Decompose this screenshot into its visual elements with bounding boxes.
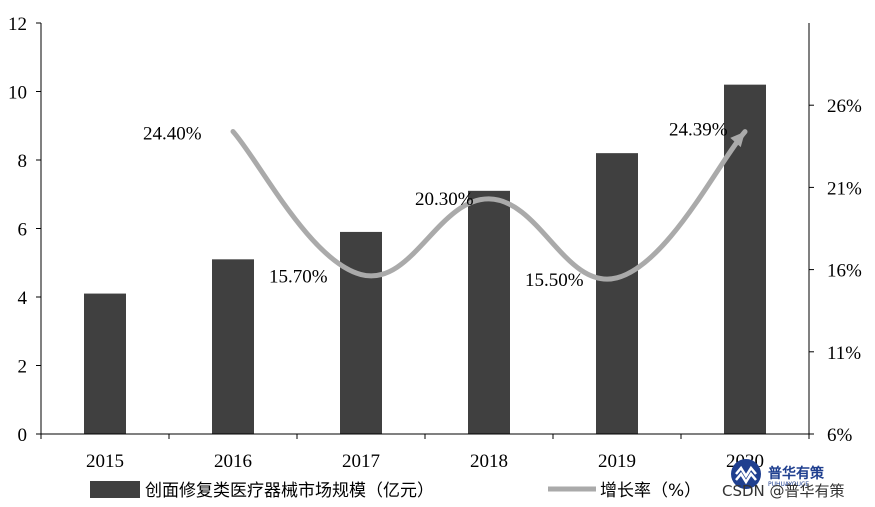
- data-labels-layer: 24.40% 15.70% 20.30% 15.50% 24.39%: [143, 120, 728, 291]
- y-right-tick-label: 21%: [827, 178, 862, 199]
- growth-line-arrowhead: [730, 131, 745, 148]
- y-left-tick-label: 10: [8, 83, 27, 104]
- growth-line: [230, 129, 748, 282]
- y-right-tick-label: 6%: [827, 425, 853, 446]
- bar-2020: [724, 84, 766, 435]
- growth-label-2017: 15.70%: [269, 267, 328, 288]
- growth-label-2019: 15.50%: [525, 270, 584, 291]
- x-tick-label-2016: 2016: [214, 451, 252, 472]
- legend-label-line: 增长率（%）: [600, 481, 701, 501]
- watermark-logo: 普华有策 PUHUAYOUCE: [731, 459, 825, 489]
- growth-label-2020: 24.39%: [669, 120, 728, 141]
- y-left-tick-label: 4: [18, 288, 28, 309]
- x-tick-label-2019: 2019: [598, 451, 636, 472]
- watermark-logo-sub: PUHUAYOUCE: [768, 481, 809, 488]
- watermark-text: CSDN @普华有策: [722, 482, 845, 500]
- x-tick-label-2017: 2017: [342, 451, 380, 472]
- axes-layer: 0 2 4 6 8 10 12 6% 11% 16% 21% 26% 2015 2016 2017 2018 2…: [8, 14, 862, 472]
- y-left-tick-label: 8: [18, 151, 28, 172]
- y-right-tick-label: 26%: [827, 96, 862, 117]
- x-tick-label-2015: 2015: [86, 451, 124, 472]
- x-tick-label-2018: 2018: [470, 451, 508, 472]
- growth-line-layer: [230, 129, 748, 282]
- y-left-tick-label: 0: [18, 425, 28, 446]
- bar-2018: [468, 190, 510, 434]
- y-left-tick-label: 2: [18, 357, 28, 378]
- y-left-tick-label: 6: [18, 220, 28, 241]
- growth-label-2016: 24.40%: [143, 124, 202, 145]
- bar-2016: [212, 259, 254, 434]
- y-left-tick-label: 12: [8, 14, 27, 35]
- bar-2015: [84, 293, 126, 434]
- bar-2017: [340, 231, 382, 434]
- bar-2019: [596, 153, 638, 434]
- watermark: 普华有策 PUHUAYOUCE CSDN @普华有策: [722, 459, 845, 500]
- y-right-tick-label: 11%: [827, 343, 861, 364]
- y-right-tick-label: 16%: [827, 261, 862, 282]
- legend-swatch-bar: [90, 481, 140, 498]
- legend: 创面修复类医疗器械市场规模（亿元） 增长率（%）: [90, 481, 701, 501]
- growth-label-2018: 20.30%: [415, 189, 474, 210]
- bars-layer: [84, 84, 766, 435]
- watermark-logo-text: 普华有策: [768, 465, 825, 482]
- legend-label-bar: 创面修复类医疗器械市场规模（亿元）: [145, 481, 434, 501]
